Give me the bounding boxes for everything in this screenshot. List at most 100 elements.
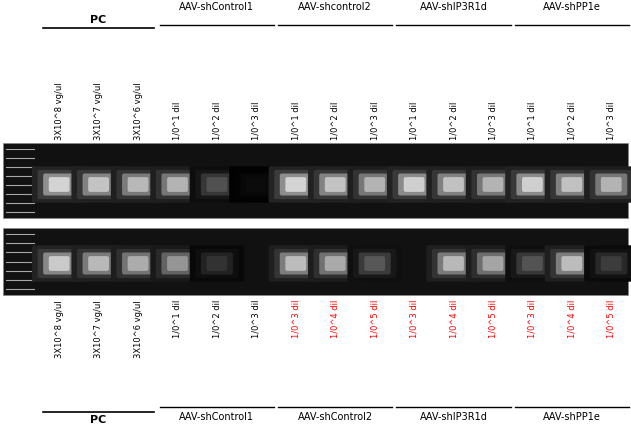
FancyBboxPatch shape <box>595 252 627 274</box>
Text: 3X10^8 vg/ul: 3X10^8 vg/ul <box>55 300 64 358</box>
FancyBboxPatch shape <box>550 170 593 199</box>
FancyBboxPatch shape <box>432 249 475 278</box>
FancyBboxPatch shape <box>387 166 441 203</box>
Text: 1/0^1 dil: 1/0^1 dil <box>528 102 537 140</box>
Text: 3X10^6 vg/ul: 3X10^6 vg/ul <box>134 83 143 140</box>
Text: 1/0^5 dil: 1/0^5 dil <box>607 300 616 338</box>
FancyBboxPatch shape <box>150 245 204 282</box>
Text: 1/0^1 dil: 1/0^1 dil <box>410 102 418 140</box>
FancyBboxPatch shape <box>117 170 160 199</box>
FancyBboxPatch shape <box>117 249 160 278</box>
Text: AAV-shIP3R1d: AAV-shIP3R1d <box>420 2 488 12</box>
FancyBboxPatch shape <box>88 177 109 192</box>
FancyBboxPatch shape <box>201 174 233 196</box>
Text: PC: PC <box>90 15 107 25</box>
FancyBboxPatch shape <box>167 177 188 192</box>
Text: 1/0^3 dil: 1/0^3 dil <box>252 102 261 140</box>
FancyBboxPatch shape <box>269 166 323 203</box>
Text: 1/0^3 dil: 1/0^3 dil <box>292 300 300 339</box>
Text: AAV-shControl1: AAV-shControl1 <box>179 2 254 12</box>
FancyBboxPatch shape <box>522 177 543 192</box>
FancyBboxPatch shape <box>162 174 194 196</box>
Text: 1/0^2 dil: 1/0^2 dil <box>567 102 576 140</box>
FancyBboxPatch shape <box>206 256 227 271</box>
FancyBboxPatch shape <box>319 174 351 196</box>
Text: 1/0^5 dil: 1/0^5 dil <box>488 300 497 338</box>
FancyBboxPatch shape <box>432 170 475 199</box>
FancyBboxPatch shape <box>156 170 199 199</box>
FancyBboxPatch shape <box>584 166 631 203</box>
FancyBboxPatch shape <box>49 177 69 192</box>
FancyBboxPatch shape <box>601 177 622 192</box>
FancyBboxPatch shape <box>443 177 464 192</box>
FancyBboxPatch shape <box>427 245 481 282</box>
FancyBboxPatch shape <box>392 170 435 199</box>
FancyBboxPatch shape <box>314 249 357 278</box>
FancyBboxPatch shape <box>190 166 244 203</box>
FancyBboxPatch shape <box>477 174 509 196</box>
FancyBboxPatch shape <box>556 174 588 196</box>
FancyBboxPatch shape <box>240 174 273 196</box>
FancyBboxPatch shape <box>229 166 283 203</box>
FancyBboxPatch shape <box>162 252 194 274</box>
FancyBboxPatch shape <box>364 177 385 192</box>
FancyBboxPatch shape <box>556 252 588 274</box>
FancyBboxPatch shape <box>601 256 622 271</box>
FancyBboxPatch shape <box>511 249 554 278</box>
FancyBboxPatch shape <box>43 252 75 274</box>
FancyBboxPatch shape <box>483 256 504 271</box>
FancyBboxPatch shape <box>595 174 627 196</box>
FancyBboxPatch shape <box>590 249 631 278</box>
FancyBboxPatch shape <box>353 249 396 278</box>
FancyBboxPatch shape <box>83 252 115 274</box>
FancyBboxPatch shape <box>325 177 346 192</box>
Text: 1/0^4 dil: 1/0^4 dil <box>449 300 458 338</box>
FancyBboxPatch shape <box>562 256 582 271</box>
FancyBboxPatch shape <box>466 166 520 203</box>
FancyBboxPatch shape <box>319 252 351 274</box>
FancyBboxPatch shape <box>353 170 396 199</box>
FancyBboxPatch shape <box>364 256 385 271</box>
FancyBboxPatch shape <box>348 166 402 203</box>
FancyBboxPatch shape <box>358 252 391 274</box>
Text: 1/0^2 dil: 1/0^2 dil <box>449 102 458 140</box>
FancyBboxPatch shape <box>71 166 126 203</box>
FancyBboxPatch shape <box>274 170 317 199</box>
Text: 3X10^7 vg/ul: 3X10^7 vg/ul <box>94 83 103 140</box>
FancyBboxPatch shape <box>190 245 244 282</box>
FancyBboxPatch shape <box>545 245 599 282</box>
FancyBboxPatch shape <box>235 170 278 199</box>
FancyBboxPatch shape <box>32 245 86 282</box>
FancyBboxPatch shape <box>111 166 165 203</box>
FancyBboxPatch shape <box>122 174 154 196</box>
FancyBboxPatch shape <box>427 166 481 203</box>
FancyBboxPatch shape <box>38 249 81 278</box>
FancyBboxPatch shape <box>150 166 204 203</box>
FancyBboxPatch shape <box>280 252 312 274</box>
Text: 1/0^2 dil: 1/0^2 dil <box>213 300 221 338</box>
FancyBboxPatch shape <box>550 249 593 278</box>
Text: 1/0^3 dil: 1/0^3 dil <box>607 102 616 140</box>
Text: 1/0^1 dil: 1/0^1 dil <box>173 300 182 338</box>
FancyBboxPatch shape <box>83 174 115 196</box>
Text: 1/0^3 dil: 1/0^3 dil <box>488 102 497 140</box>
FancyBboxPatch shape <box>71 245 126 282</box>
FancyBboxPatch shape <box>483 177 504 192</box>
FancyBboxPatch shape <box>562 177 582 192</box>
FancyBboxPatch shape <box>516 252 548 274</box>
Text: AAV-shControl2: AAV-shControl2 <box>298 412 373 422</box>
FancyBboxPatch shape <box>77 249 120 278</box>
Text: AAV-shControl1: AAV-shControl1 <box>179 412 254 422</box>
FancyBboxPatch shape <box>437 174 469 196</box>
FancyBboxPatch shape <box>274 249 317 278</box>
Bar <box>3 143 628 218</box>
FancyBboxPatch shape <box>477 252 509 274</box>
FancyBboxPatch shape <box>505 166 560 203</box>
Text: 1/0^2 dil: 1/0^2 dil <box>213 102 221 140</box>
Bar <box>3 228 628 295</box>
Text: 1/0^3 dil: 1/0^3 dil <box>252 300 261 339</box>
Text: 1/0^3 dil: 1/0^3 dil <box>410 300 418 339</box>
FancyBboxPatch shape <box>466 245 520 282</box>
FancyBboxPatch shape <box>590 170 631 199</box>
Text: AAV-shPP1e: AAV-shPP1e <box>543 2 601 12</box>
